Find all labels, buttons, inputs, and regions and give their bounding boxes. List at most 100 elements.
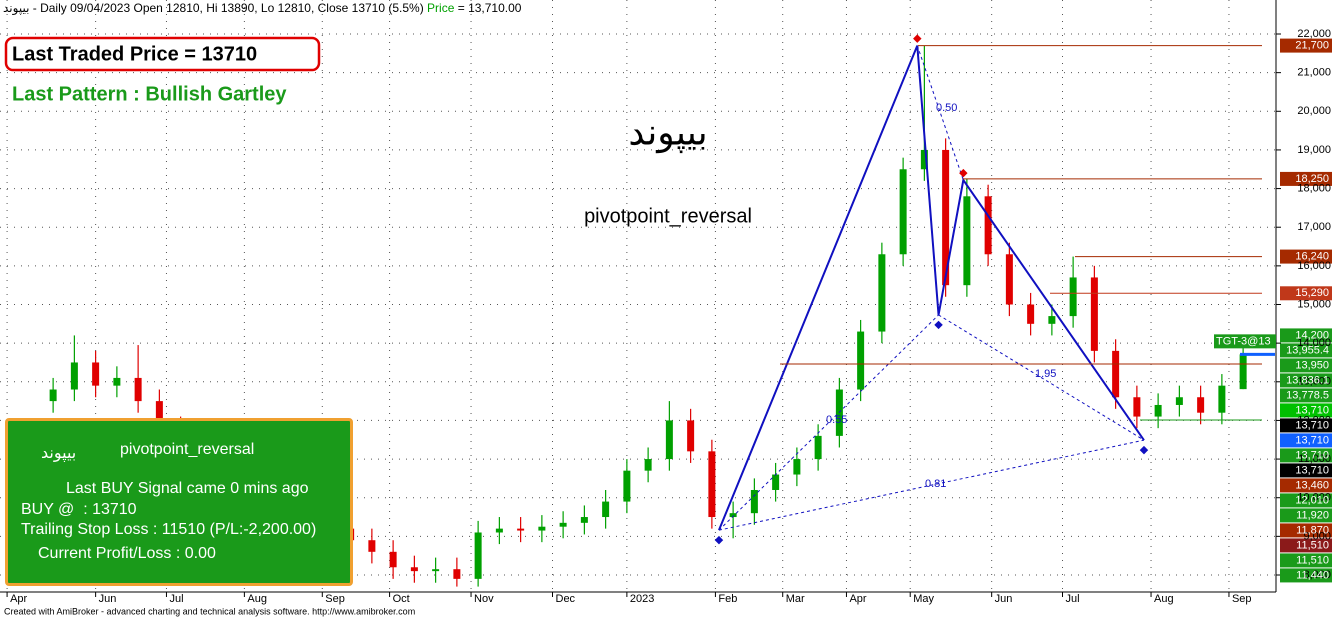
level-label-box (1280, 463, 1332, 478)
candle-body (687, 420, 695, 452)
candle-body (963, 196, 971, 286)
candle-body (1218, 385, 1226, 413)
level-label-box (1280, 373, 1332, 388)
candle-body (878, 254, 886, 332)
level-label: 13,955.4 (1286, 344, 1329, 356)
x-tick-label: Jun (995, 593, 1013, 605)
x-tick-label: Aug (247, 593, 267, 605)
level-label: 13,710 (1295, 449, 1329, 461)
y-tick-label: 16,000 (1297, 260, 1331, 272)
panel-line: Last BUY Signal came 0 mins ago (66, 480, 309, 497)
level-label: 13,710 (1295, 404, 1329, 416)
y-tick-label: 19,000 (1297, 144, 1331, 156)
candle-body (410, 567, 418, 572)
x-tick-label: Jul (1066, 593, 1080, 605)
x-tick-label: Dec (556, 593, 576, 605)
panel-line: Current Profit/Loss : 0.00 (38, 545, 216, 562)
symbol: بیپوند (628, 112, 707, 154)
candle-body (368, 540, 376, 552)
level-label: 13,710 (1295, 434, 1329, 446)
candle-body (984, 196, 992, 255)
last-traded: Last Traded Price = 13710 (12, 43, 257, 65)
candle-body (1027, 304, 1035, 324)
pattern-ratio-line (938, 314, 1145, 441)
panel-symbol: بیپوند (41, 445, 77, 462)
candle-body (644, 459, 652, 471)
level-label-box (1280, 493, 1332, 508)
candle-body (113, 377, 121, 386)
header-price-word: Price (427, 1, 455, 15)
candle-body (134, 377, 142, 402)
y-tick-label: 21,000 (1297, 67, 1331, 79)
pattern-point (714, 535, 724, 545)
candle-body (750, 489, 758, 514)
level-label: 11,440 (1296, 569, 1329, 581)
x-tick-label: Apr (10, 593, 27, 605)
level-label: 13,778.5 (1286, 389, 1329, 401)
candle-body (1112, 350, 1120, 398)
level-label-box (1280, 568, 1332, 583)
ratio-label: 0.81 (925, 478, 946, 490)
level-label-box (1280, 523, 1332, 538)
x-tick-label: Jun (99, 593, 117, 605)
x-tick-label: Feb (718, 593, 737, 605)
panel-line: BUY @ : 13710 (21, 501, 137, 518)
y-tick-label: 14,000 (1297, 337, 1331, 349)
ratio-label: 0.50 (936, 102, 957, 114)
candle-body (389, 551, 397, 568)
x-tick-label: Aug (1154, 593, 1174, 605)
level-label-box (1280, 249, 1332, 264)
level-label: 15,290 (1295, 287, 1329, 299)
candle-body (623, 470, 631, 502)
x-tick-label: Nov (474, 593, 494, 605)
y-tick-label: 20,000 (1297, 105, 1331, 117)
y-tick-label: 22,000 (1297, 28, 1331, 40)
y-tick-label: 11,000 (1298, 453, 1331, 465)
candle-body (155, 401, 163, 429)
level-label: 11,510 (1296, 554, 1329, 566)
last-pattern: Last Pattern : Bullish Gartley (12, 83, 287, 105)
panel-system: pivotpoint_reversal (120, 441, 255, 458)
y-tick-label: 12,000 (1297, 414, 1331, 426)
level-label: 11,510 (1296, 539, 1329, 551)
level-label-box (1280, 328, 1332, 343)
candle-body (920, 149, 928, 170)
candle-body (49, 389, 57, 402)
x-tick-label: Oct (393, 593, 410, 605)
level-label: 13,460 (1295, 479, 1329, 491)
level-label-box (1280, 448, 1332, 463)
level-label-box (1280, 286, 1332, 301)
level-label: 21,700 (1295, 40, 1329, 52)
level-label-box (1280, 403, 1332, 418)
x-tick-label: Apr (849, 593, 866, 605)
ratio-label: 1.95 (1035, 368, 1056, 380)
x-tick-label: 2023 (630, 593, 654, 605)
candle-body (1090, 277, 1098, 351)
candle-body (1069, 277, 1077, 317)
candle-body (729, 513, 737, 518)
y-tick-label: 13,000 (1297, 376, 1331, 388)
candle-body (474, 532, 482, 579)
candle-body (1048, 316, 1056, 324)
candle-body (1133, 397, 1141, 417)
level-label-box (1280, 508, 1332, 523)
level-label-box (1280, 418, 1332, 433)
last-traded-box (4, 36, 321, 72)
level-label: 12,010 (1295, 494, 1329, 506)
candle-body (793, 459, 801, 475)
level-label-box (1280, 388, 1332, 403)
candle-body (495, 528, 503, 533)
candle-body (942, 149, 950, 286)
level-label-box (1280, 433, 1332, 448)
signal-panel: بیپوند pivotpoint_reversal Last BUY Sign… (5, 418, 353, 586)
level-label-box (1280, 553, 1332, 568)
level-label-box (1280, 171, 1332, 186)
candle-body (899, 169, 907, 255)
level-label-box (1280, 38, 1332, 53)
candle-body (1005, 254, 1013, 305)
level-label-box (1280, 538, 1332, 553)
candle-body (665, 420, 673, 460)
level-label-box (1280, 343, 1332, 358)
header: بیپوند - Daily 09/04/2023 Open 12810, Hi… (3, 1, 522, 16)
